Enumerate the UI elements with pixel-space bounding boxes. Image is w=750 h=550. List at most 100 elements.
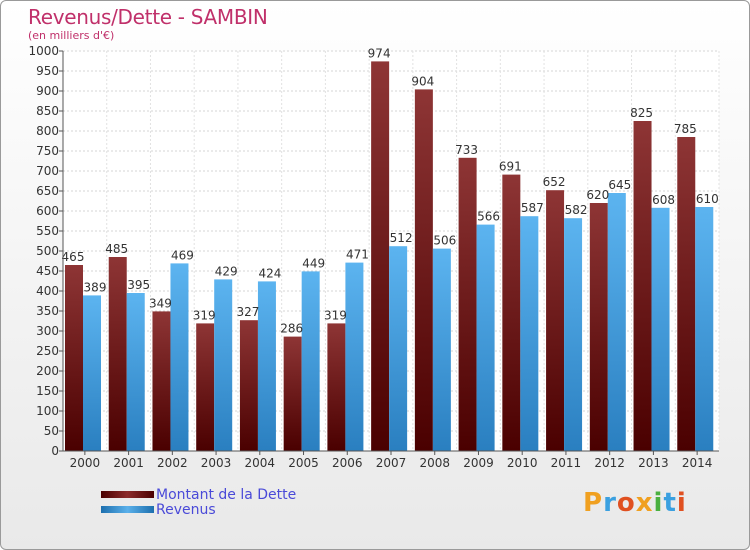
x-tick-label: 2000: [70, 456, 101, 470]
x-tick-label: 2006: [332, 456, 363, 470]
bar-revenue: [607, 193, 626, 451]
data-label-debt: 327: [236, 305, 259, 319]
y-tick-label: 700: [36, 164, 59, 178]
x-tick-label: 2011: [551, 456, 582, 470]
x-tick-label: 2004: [245, 456, 276, 470]
bar-debt: [239, 320, 258, 451]
bar-revenue: [389, 246, 408, 451]
y-tick-label: 900: [36, 84, 59, 98]
legend-item-revenue: Revenus: [101, 501, 296, 518]
bar-debt: [65, 265, 83, 451]
bar-debt: [327, 323, 346, 451]
logo-letter: i: [653, 488, 664, 518]
data-label-revenue: 471: [346, 248, 369, 262]
legend-label-revenue: Revenus: [156, 501, 216, 518]
logo-letter: r: [603, 488, 617, 518]
data-label-debt: 691: [499, 160, 522, 174]
bar-revenue: [214, 279, 233, 451]
data-label-debt: 319: [193, 308, 216, 322]
y-tick-label: 250: [36, 344, 59, 358]
legend-swatch-revenue: [101, 506, 154, 513]
data-label-revenue: 608: [652, 193, 675, 207]
bar-debt: [371, 61, 390, 452]
y-tick-label: 550: [36, 224, 59, 238]
data-label-debt: 904: [411, 74, 434, 88]
bar-debt: [502, 174, 521, 451]
bar-revenue: [126, 293, 145, 451]
chart-legend: Montant de la Dette Revenus: [101, 486, 297, 518]
x-tick-label: 2008: [419, 456, 450, 470]
data-label-debt: 349: [149, 296, 172, 310]
bar-revenue: [345, 262, 364, 451]
y-tick-label: 400: [36, 284, 59, 298]
x-tick-label: 2012: [594, 456, 625, 470]
bar-revenue: [170, 263, 189, 451]
data-label-debt: 286: [280, 322, 303, 336]
data-label-revenue: 610: [696, 192, 719, 206]
y-tick-label: 300: [36, 324, 59, 338]
y-tick-label: 750: [36, 144, 59, 158]
bar-debt: [677, 137, 696, 451]
data-label-revenue: 587: [521, 201, 544, 215]
data-label-debt: 825: [630, 106, 653, 120]
x-tick-label: 2010: [507, 456, 538, 470]
data-label-revenue: 395: [127, 278, 150, 292]
bar-debt: [414, 89, 433, 452]
bar-revenue: [301, 271, 320, 451]
y-tick-label: 650: [36, 184, 59, 198]
bar-revenue: [651, 207, 670, 451]
logo-letter: o: [616, 488, 636, 518]
x-tick-label: 2002: [157, 456, 188, 470]
data-label-revenue: 449: [302, 256, 325, 270]
y-tick-label: 800: [36, 124, 59, 138]
x-tick-label: 2014: [682, 456, 713, 470]
bar-debt: [589, 203, 608, 451]
bar-revenue: [83, 295, 101, 451]
data-label-debt: 485: [105, 242, 128, 256]
y-tick-label: 500: [36, 244, 59, 258]
y-tick-label: 200: [36, 364, 59, 378]
legend-label-debt: Montant de la Dette: [156, 486, 297, 503]
data-label-debt: 733: [455, 143, 478, 157]
logo-letter: i: [676, 488, 687, 518]
x-tick-label: 2013: [638, 456, 669, 470]
data-label-revenue: 582: [565, 203, 588, 217]
x-tick-label: 2009: [463, 456, 494, 470]
y-tick-label: 850: [36, 104, 59, 118]
logo-letter: x: [635, 488, 654, 518]
data-label-debt: 785: [674, 122, 697, 136]
data-label-revenue: 512: [390, 231, 413, 245]
data-label-revenue: 506: [433, 234, 456, 248]
data-label-debt: 974: [368, 46, 391, 60]
y-tick-label: 100: [36, 404, 59, 418]
bar-debt: [152, 311, 171, 451]
data-label-debt: 465: [62, 250, 85, 264]
y-tick-label: 600: [36, 204, 59, 218]
y-tick-label: 0: [51, 444, 59, 458]
y-tick-label: 950: [36, 64, 59, 78]
x-tick-label: 2001: [113, 456, 144, 470]
data-label-revenue: 389: [84, 280, 107, 294]
bar-debt: [458, 157, 477, 452]
y-tick-label: 1000: [28, 44, 59, 58]
x-tick-label: 2003: [201, 456, 232, 470]
bar-revenue: [695, 207, 714, 451]
data-label-revenue: 424: [258, 266, 281, 280]
data-label-debt: 620: [586, 188, 609, 202]
chart-title: Revenus/Dette - SAMBIN: [28, 5, 268, 29]
y-tick-label: 350: [36, 304, 59, 318]
bar-revenue: [476, 224, 495, 451]
x-tick-label: 2007: [376, 456, 407, 470]
bar-debt: [108, 257, 127, 451]
data-label-revenue: 429: [215, 264, 238, 278]
bar-revenue: [520, 216, 539, 451]
bar-debt: [633, 121, 652, 451]
legend-item-debt: Montant de la Dette: [101, 486, 297, 503]
bar-debt: [283, 336, 302, 451]
bar-revenue: [564, 218, 583, 451]
x-tick-label: 2005: [288, 456, 319, 470]
bar-revenue: [257, 281, 276, 451]
logo-letter: t: [663, 488, 677, 518]
